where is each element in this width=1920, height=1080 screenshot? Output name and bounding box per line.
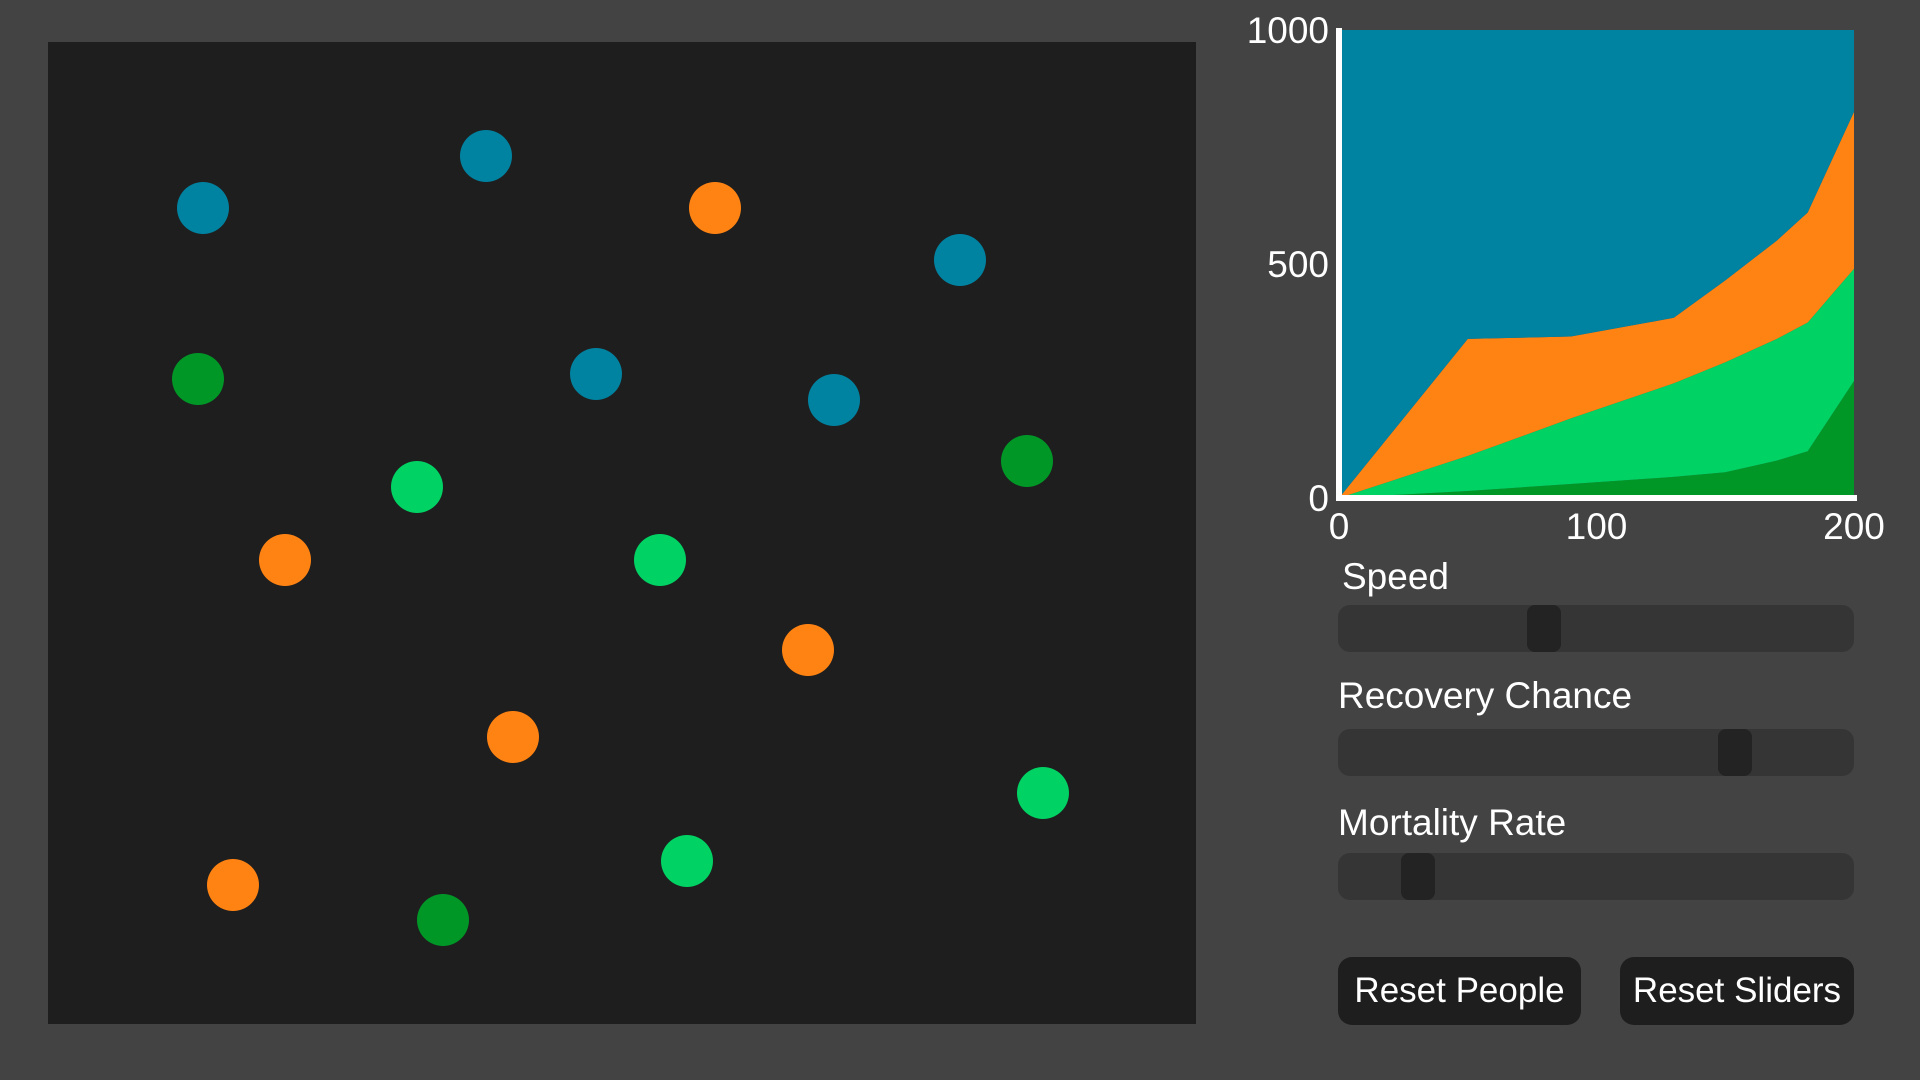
- person-recovered: [391, 461, 443, 513]
- recovery-chance-slider-thumb[interactable]: [1718, 729, 1753, 776]
- person-recovered: [634, 534, 686, 586]
- person-infected: [259, 534, 311, 586]
- x-tick-label: 0: [1329, 506, 1350, 547]
- reset-sliders-button[interactable]: Reset Sliders: [1620, 957, 1854, 1025]
- person-infected: [782, 624, 834, 676]
- y-tick-label: 500: [1267, 244, 1329, 285]
- person-susceptible: [177, 182, 229, 234]
- y-tick-label: 0: [1308, 478, 1329, 519]
- area-susceptible: [1339, 30, 1854, 498]
- mortality-rate-slider[interactable]: [1338, 853, 1854, 900]
- person-infected: [207, 859, 259, 911]
- mortality-rate-label: Mortality Rate: [1338, 802, 1567, 843]
- speed-slider-thumb[interactable]: [1527, 605, 1562, 652]
- recovery-chance-label: Recovery Chance: [1338, 675, 1633, 716]
- person-recovered: [661, 835, 713, 887]
- person-susceptible: [460, 130, 512, 182]
- area-recovered: [1339, 268, 1854, 498]
- simulation-canvas: [172, 130, 1069, 946]
- x-tick-label: 200: [1823, 506, 1885, 547]
- person-infected: [487, 711, 539, 763]
- population-chart: 0 500 1000 0 100 200: [1247, 10, 1885, 547]
- person-dead: [417, 894, 469, 946]
- mortality-rate-slider-thumb[interactable]: [1400, 853, 1435, 900]
- speed-label: Speed: [1342, 556, 1449, 597]
- person-infected: [689, 182, 741, 234]
- y-tick-label: 1000: [1247, 10, 1329, 51]
- person-susceptible: [808, 374, 860, 426]
- person-susceptible: [934, 234, 986, 286]
- reset-people-button[interactable]: Reset People: [1338, 957, 1581, 1025]
- person-susceptible: [570, 348, 622, 400]
- speed-slider[interactable]: [1338, 605, 1854, 652]
- person-dead: [1001, 435, 1053, 487]
- simulation-area: [48, 42, 1196, 1024]
- x-tick-label: 100: [1566, 506, 1628, 547]
- area-infected: [1339, 111, 1854, 499]
- person-recovered: [1017, 767, 1069, 819]
- area-dead: [1339, 381, 1854, 498]
- person-dead: [172, 353, 224, 405]
- recovery-chance-slider[interactable]: [1338, 729, 1854, 776]
